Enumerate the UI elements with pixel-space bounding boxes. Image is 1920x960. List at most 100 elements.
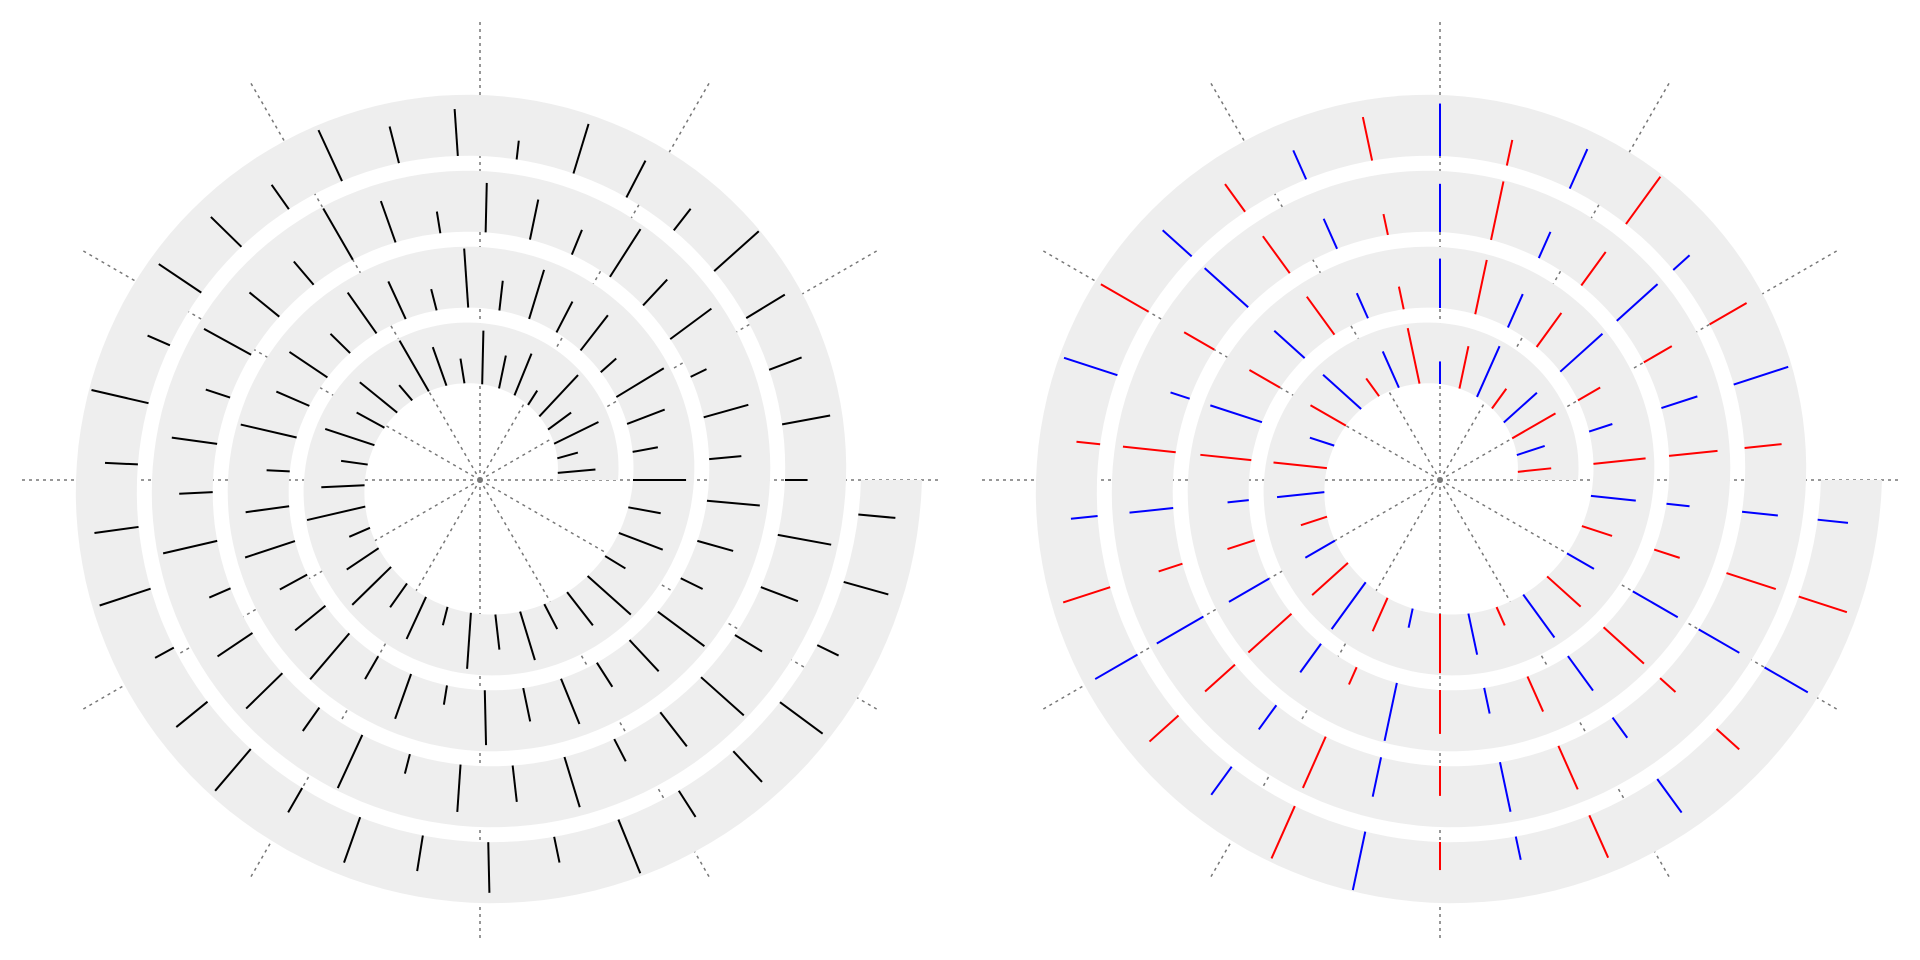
bar [1300, 515, 1328, 527]
bar [543, 603, 559, 630]
bar [1122, 445, 1176, 454]
bar [1381, 351, 1400, 389]
bar [484, 182, 488, 233]
bar [154, 646, 175, 659]
bar [1273, 330, 1306, 359]
bar [435, 211, 442, 234]
bar [1365, 377, 1380, 397]
bar [628, 639, 660, 673]
bar [321, 484, 365, 489]
bar [528, 199, 540, 240]
bar [1361, 116, 1374, 161]
bar [1351, 831, 1367, 891]
bar [1505, 139, 1514, 166]
bar [1200, 453, 1252, 462]
bar [673, 208, 692, 232]
bar [1227, 499, 1249, 504]
bar [1371, 757, 1383, 797]
bar [632, 446, 659, 453]
bar [1292, 149, 1308, 180]
bar [317, 129, 343, 182]
bar [779, 701, 824, 735]
bar [570, 229, 583, 256]
bar [210, 216, 243, 248]
bar [1656, 778, 1683, 814]
bar [519, 611, 536, 661]
bar [628, 506, 661, 515]
grid-line [479, 248, 881, 481]
bar [566, 591, 594, 627]
bar [104, 461, 138, 466]
bar [843, 580, 889, 596]
bar [700, 676, 745, 717]
bar [1158, 562, 1183, 573]
bar [175, 700, 209, 728]
bar [1224, 183, 1246, 213]
bar [1129, 507, 1174, 514]
bar [690, 368, 707, 378]
bar [1611, 716, 1629, 739]
bar [1322, 218, 1338, 250]
bar [245, 505, 290, 514]
bar [609, 228, 642, 278]
bar [1511, 412, 1556, 440]
bar [348, 526, 371, 538]
bar [1299, 643, 1322, 673]
bar [618, 532, 664, 551]
bar [1698, 628, 1740, 654]
bar [179, 491, 213, 495]
bar [1659, 677, 1677, 693]
bar [483, 690, 488, 746]
bar [1514, 836, 1522, 861]
bar [346, 547, 380, 571]
bar [463, 248, 470, 308]
bar [1499, 762, 1512, 812]
bar [1094, 653, 1138, 680]
bar [1276, 491, 1325, 499]
bar [99, 587, 151, 607]
bar [453, 109, 459, 156]
bar [511, 765, 518, 802]
bar [343, 816, 362, 863]
bar [398, 340, 430, 392]
bar [1516, 445, 1546, 456]
bar [1273, 461, 1327, 470]
bar [522, 687, 532, 722]
bar [858, 513, 896, 519]
bar [1467, 613, 1479, 655]
bar [1322, 373, 1362, 410]
bar [1503, 392, 1538, 424]
bar [1162, 229, 1193, 258]
bar [586, 575, 632, 616]
bar [538, 374, 579, 418]
bar [346, 291, 378, 334]
bar [1348, 666, 1358, 685]
bar [1397, 286, 1405, 310]
bar [1306, 296, 1336, 336]
bar [1744, 443, 1782, 449]
bar [1616, 283, 1659, 322]
bar [158, 263, 202, 294]
bar [459, 358, 466, 384]
bar [1070, 514, 1098, 520]
bar [91, 389, 149, 405]
bar [1653, 548, 1681, 559]
bar [1559, 332, 1604, 373]
bar [515, 140, 520, 160]
bar [1709, 302, 1748, 326]
bar [1309, 404, 1347, 427]
bar [1588, 814, 1610, 859]
bar [659, 711, 688, 748]
bar [1383, 682, 1398, 742]
bar [626, 408, 666, 425]
bar [1309, 436, 1335, 447]
bar [572, 123, 590, 174]
bar [1227, 539, 1256, 551]
bar [162, 539, 218, 555]
bar [1522, 593, 1556, 639]
bar [1148, 714, 1180, 743]
bar [456, 764, 462, 813]
bar [1100, 283, 1149, 313]
bar [1491, 388, 1508, 410]
